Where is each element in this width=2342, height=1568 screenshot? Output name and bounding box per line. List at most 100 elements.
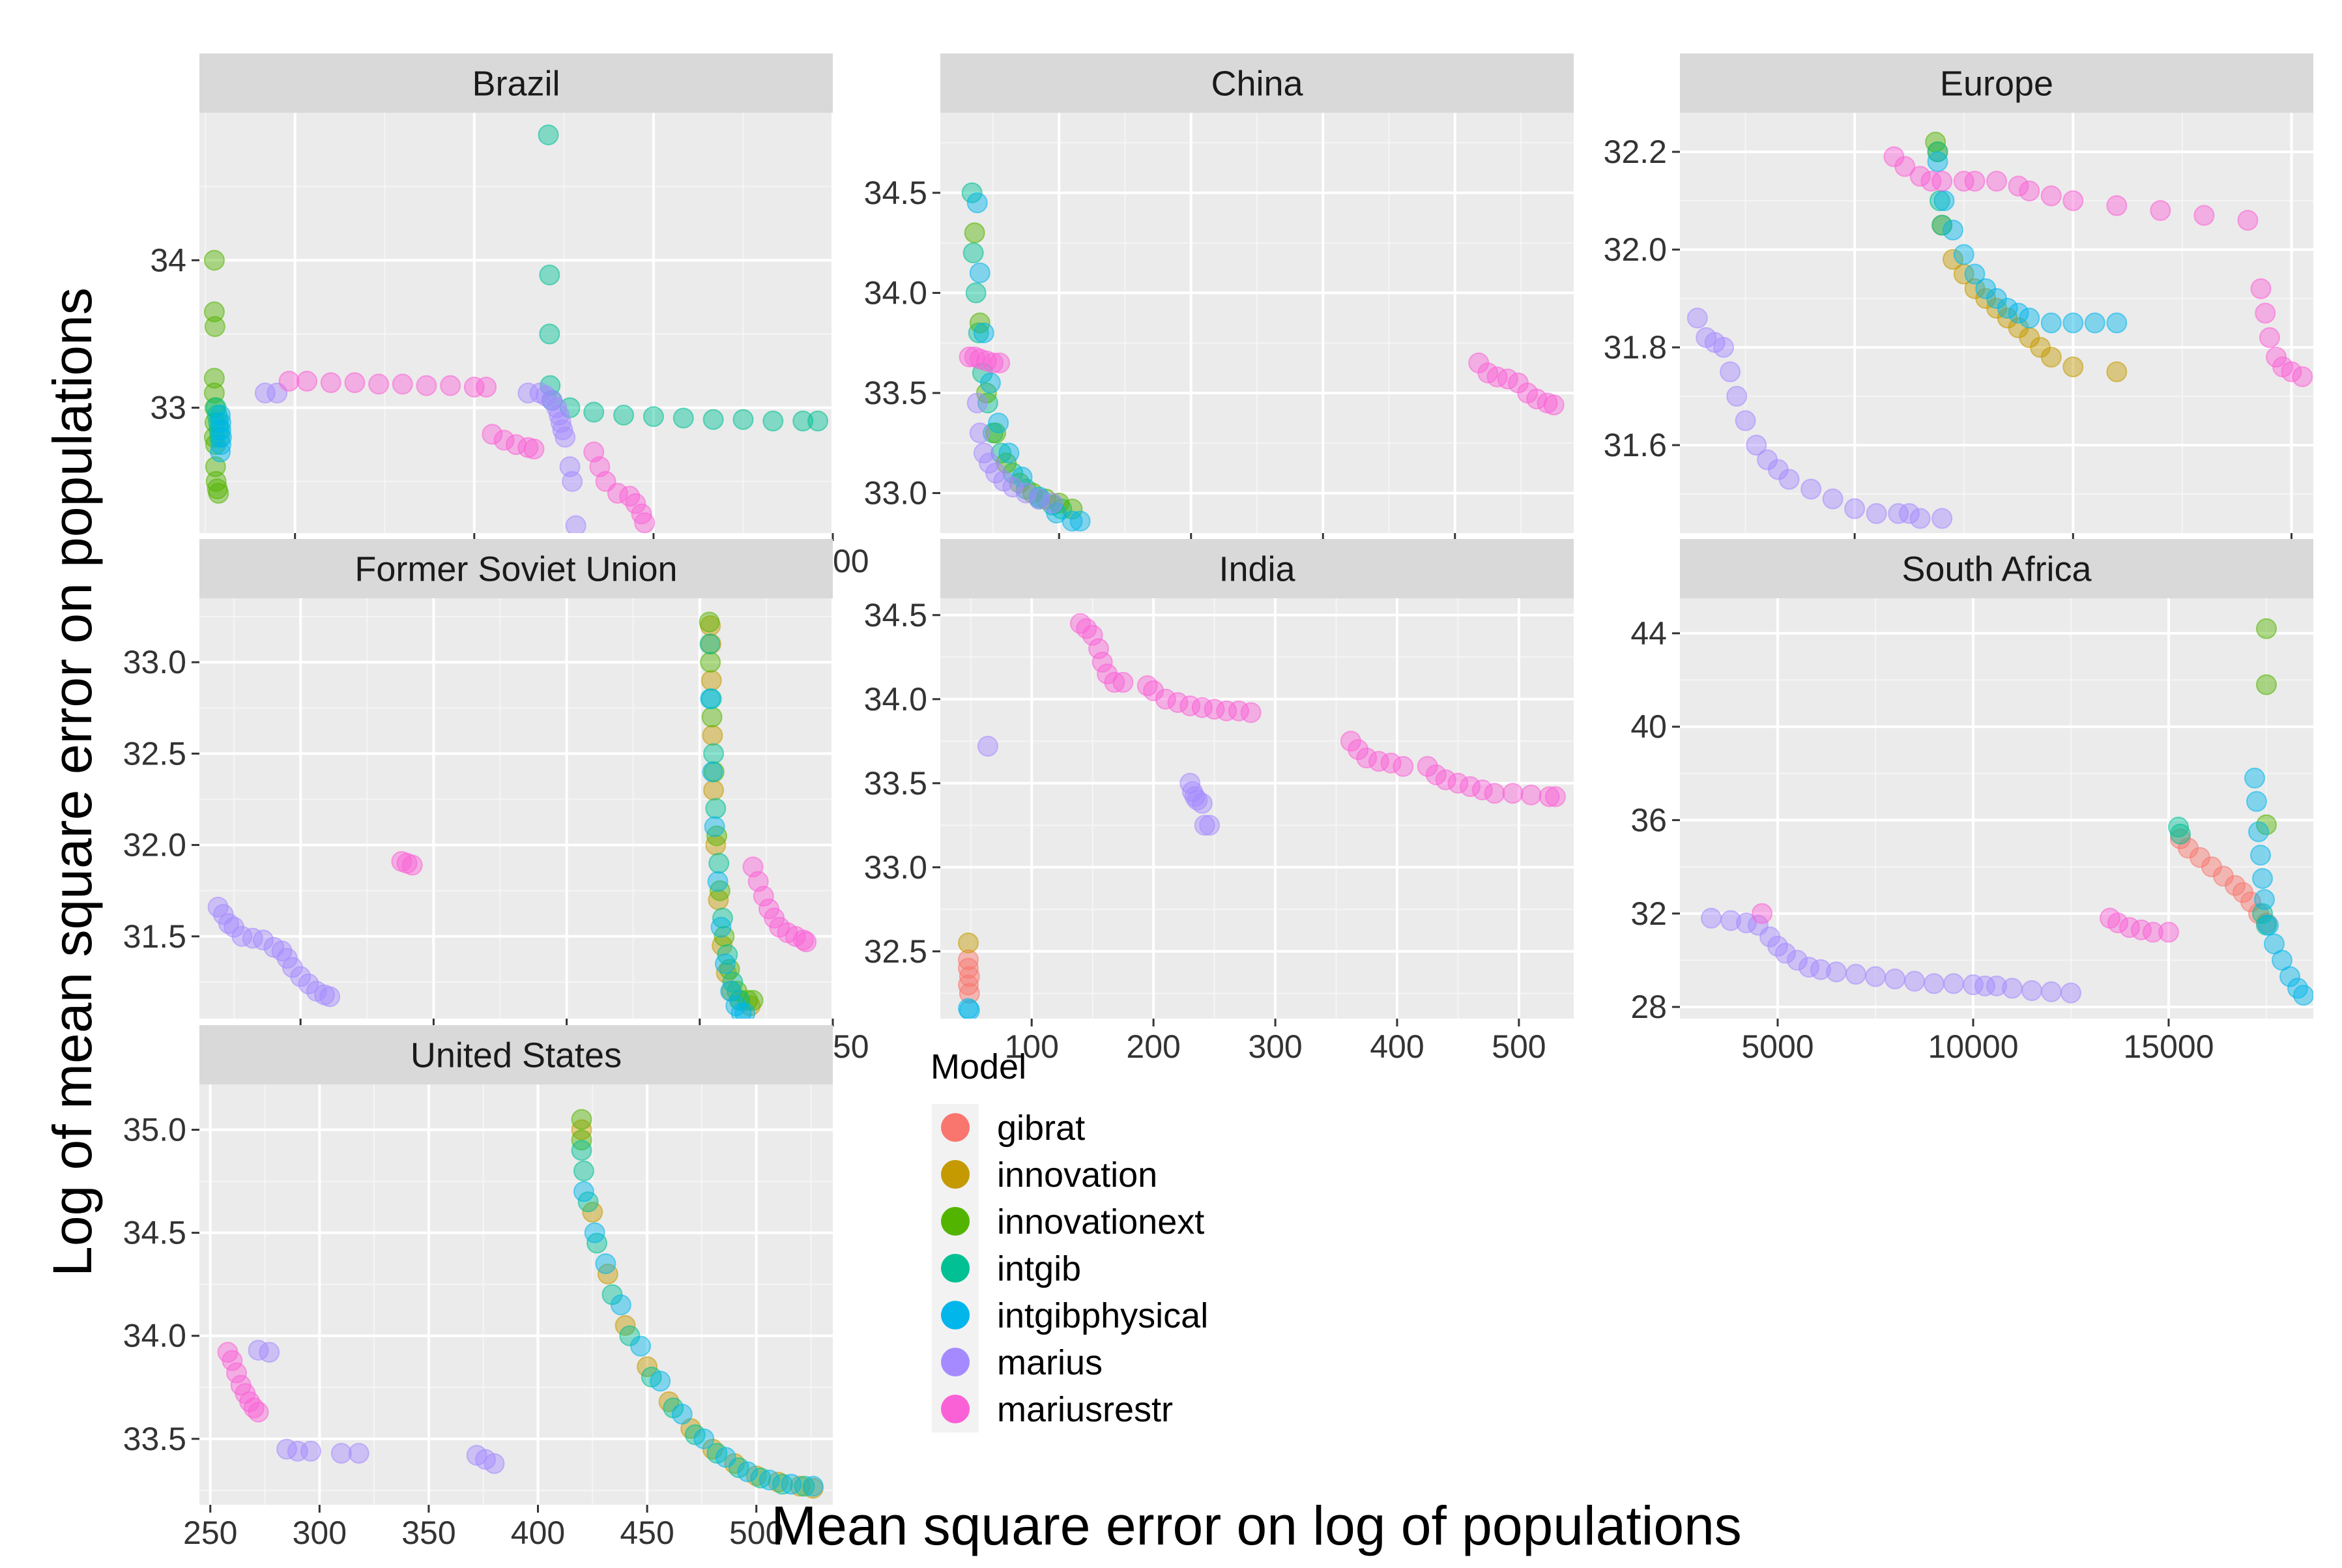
data-point [368,373,390,395]
data-point [610,1294,631,1316]
y-tick-label: 36 [1630,802,1667,838]
data-point [989,352,1011,373]
y-tick-label: 32.0 [123,827,186,864]
data-point [962,242,984,263]
data-point [1348,739,1369,761]
data-point [254,383,276,403]
x-tick-label: 450 [620,1515,674,1551]
data-point [730,1002,752,1019]
data-point [1746,435,1767,456]
data-point [1356,748,1378,769]
legend-item-marius: marius [932,1339,1103,1386]
y-tick-label: 34.0 [123,1318,186,1354]
x-tick-label: 500 [729,1515,783,1551]
legend-label: innovation [997,1155,1157,1195]
data-point [1964,171,1986,192]
data-point [710,916,732,938]
data-point [973,322,994,343]
data-point [2252,868,2273,889]
data-point [2246,791,2267,812]
data-point [2254,889,2275,910]
data-point [1845,963,1866,985]
data-point [2259,327,2280,348]
strip-india [940,539,1574,598]
series-mariusrestr [959,346,1565,416]
data-point [1986,975,2007,996]
data-point [248,1401,269,1423]
series-mariusrestr [1069,613,1566,807]
data-point [1091,652,1113,673]
legend-swatch [941,1254,970,1283]
data-point [2256,674,2277,695]
data-point [983,352,1004,373]
data-point [1686,308,1708,328]
data-point [1720,910,1741,931]
legend-title: Model [931,1047,1026,1086]
data-point [210,412,232,433]
data-point [1974,975,1995,996]
legend-swatch [941,1348,970,1376]
legend-swatch [941,1301,970,1329]
x-tick-label: 15000 [2123,1028,2214,1065]
strip-south-africa [1680,539,2313,598]
plot-area [1680,598,2313,1019]
data-point [571,1140,592,1161]
data-point [330,1442,352,1464]
data-point [772,1474,793,1495]
legend-item-innovationext: innovationext [932,1198,1204,1245]
data-point [565,515,586,533]
data-point [573,1160,594,1182]
data-point [517,383,539,403]
data-point [959,983,980,1004]
data-point [1826,961,1847,983]
data-point [700,688,721,710]
series-marius [1701,907,2081,1004]
data-point [1931,171,1953,192]
data-point [296,370,318,392]
series-marius [977,736,1221,836]
y-tick-label: 33.5 [123,1421,186,1457]
data-point [625,493,646,514]
data-point [1447,772,1469,794]
data-point [210,434,232,456]
plot-content [1680,113,2313,533]
x-tick-label: 300 [1248,1028,1302,1065]
data-point [210,426,232,448]
data-point [1775,942,1796,964]
data-point [1927,151,1948,172]
data-point [1082,624,1103,646]
strip-former-soviet-union [199,539,833,598]
y-tick-label: 33.0 [864,475,927,512]
data-point [607,482,628,504]
data-point [2106,312,2128,334]
y-tick-label: 32.2 [1604,134,1667,170]
data-point [1069,510,1091,532]
data-point [998,443,1020,464]
x-tick-label: 300 [293,1515,347,1551]
legend-label: intgib [997,1249,1081,1288]
data-point [1942,220,1963,240]
data-point [484,1453,505,1474]
data-point [672,407,694,429]
data-point [210,404,231,426]
data-point [298,973,319,995]
y-axis-title: Log of mean square error on populations [42,287,103,1277]
data-point [732,409,754,430]
data-point [401,854,423,876]
data-point [1155,688,1176,710]
series-intgibphysical [573,1181,824,1497]
data-point [703,779,725,801]
y-tick-label: 34 [150,242,186,278]
data-point [573,1181,594,1202]
legend-label: gibrat [997,1109,1085,1148]
legend-label: mariusrestr [997,1390,1173,1429]
data-point [2168,817,2189,838]
data-point [2244,767,2265,789]
data-point [1752,903,1772,924]
data-point [613,404,635,426]
data-point [1997,298,2018,319]
data-point [704,816,725,837]
data-point [416,375,437,396]
legend: Model gibrat innovation innovationext intgi… [931,1047,1208,1432]
legend-swatch [941,1395,970,1423]
